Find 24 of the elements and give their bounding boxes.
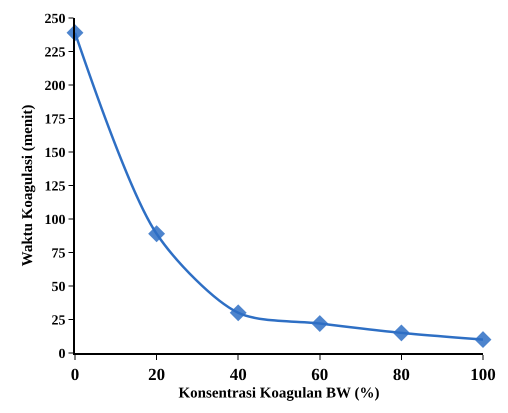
y-tick-label: 125	[44, 179, 66, 194]
y-axis-title: Waktu Koagulasi (menit)	[20, 104, 36, 266]
point	[474, 331, 492, 348]
x-tick-label: 60	[311, 365, 328, 384]
point	[230, 304, 247, 322]
point	[311, 315, 328, 332]
y-tick-label: 150	[44, 146, 66, 161]
x-tick-label: 80	[392, 365, 410, 384]
y-tick-label: 0	[58, 346, 66, 362]
y-tick-label: 225	[44, 45, 66, 60]
y-tick-label: 25	[51, 313, 66, 328]
x-tick-label: 40	[230, 365, 247, 384]
x-tick-label: 0	[70, 365, 80, 384]
point	[392, 324, 410, 342]
x-tick-label: 20	[148, 365, 166, 384]
y-tick-label: 100	[44, 212, 66, 228]
x-tick-label: 100	[470, 365, 496, 384]
point	[148, 225, 166, 242]
x-axis-title: Konsentrasi Koagulan BW (%)	[178, 386, 380, 402]
y-tick-label: 75	[51, 246, 66, 262]
y-tick-label: 175	[44, 112, 66, 128]
y-tick-label: 50	[51, 280, 66, 295]
y-tick-label: 250	[44, 12, 66, 27]
y-tick-label: 200	[44, 78, 66, 94]
